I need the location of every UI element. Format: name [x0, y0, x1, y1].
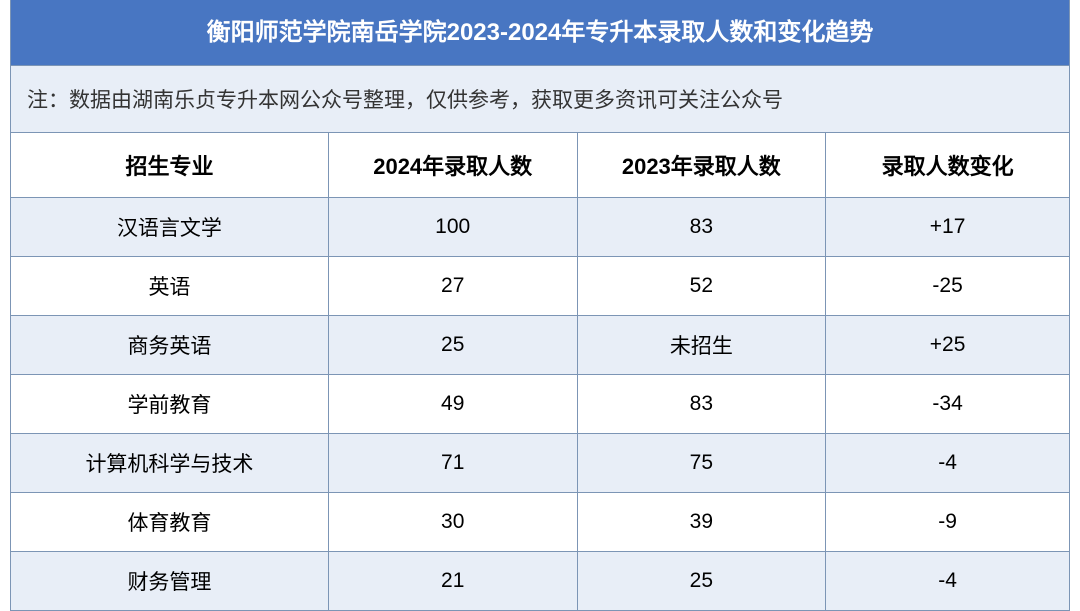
table-row: 体育教育 30 39 -9	[11, 493, 1069, 552]
cell-2023: 39	[577, 493, 826, 552]
col-header-major: 招生专业	[11, 133, 328, 198]
table-header-row: 招生专业 2024年录取人数 2023年录取人数 录取人数变化	[11, 133, 1069, 198]
cell-2024: 27	[328, 257, 577, 316]
cell-2024: 49	[328, 375, 577, 434]
cell-2024: 71	[328, 434, 577, 493]
table-title: 衡阳师范学院南岳学院2023-2024年专升本录取人数和变化趋势	[11, 0, 1069, 66]
table-row: 商务英语 25 未招生 +25	[11, 316, 1069, 375]
cell-change: -25	[826, 257, 1069, 316]
cell-change: +25	[826, 316, 1069, 375]
cell-2024: 100	[328, 198, 577, 257]
admission-table-container: 衡阳师范学院南岳学院2023-2024年专升本录取人数和变化趋势 注：数据由湖南…	[10, 0, 1070, 611]
col-header-change: 录取人数变化	[826, 133, 1069, 198]
table-row: 英语 27 52 -25	[11, 257, 1069, 316]
cell-2023: 75	[577, 434, 826, 493]
admission-table: 招生专业 2024年录取人数 2023年录取人数 录取人数变化 汉语言文学 10…	[11, 133, 1069, 610]
cell-change: +17	[826, 198, 1069, 257]
cell-2023: 52	[577, 257, 826, 316]
table-row: 学前教育 49 83 -34	[11, 375, 1069, 434]
col-header-2023: 2023年录取人数	[577, 133, 826, 198]
cell-2024: 21	[328, 552, 577, 611]
cell-2024: 30	[328, 493, 577, 552]
cell-2024: 25	[328, 316, 577, 375]
cell-major: 商务英语	[11, 316, 328, 375]
table-row: 计算机科学与技术 71 75 -4	[11, 434, 1069, 493]
col-header-2024: 2024年录取人数	[328, 133, 577, 198]
cell-major: 学前教育	[11, 375, 328, 434]
cell-major: 财务管理	[11, 552, 328, 611]
cell-2023: 25	[577, 552, 826, 611]
cell-2023: 83	[577, 375, 826, 434]
cell-change: -9	[826, 493, 1069, 552]
cell-change: -34	[826, 375, 1069, 434]
cell-major: 英语	[11, 257, 328, 316]
cell-2023: 未招生	[577, 316, 826, 375]
cell-major: 计算机科学与技术	[11, 434, 328, 493]
table-row: 财务管理 21 25 -4	[11, 552, 1069, 611]
table-row: 汉语言文学 100 83 +17	[11, 198, 1069, 257]
cell-2023: 83	[577, 198, 826, 257]
table-note: 注：数据由湖南乐贞专升本网公众号整理，仅供参考，获取更多资讯可关注公众号	[11, 66, 1069, 133]
cell-change: -4	[826, 552, 1069, 611]
cell-change: -4	[826, 434, 1069, 493]
cell-major: 汉语言文学	[11, 198, 328, 257]
cell-major: 体育教育	[11, 493, 328, 552]
